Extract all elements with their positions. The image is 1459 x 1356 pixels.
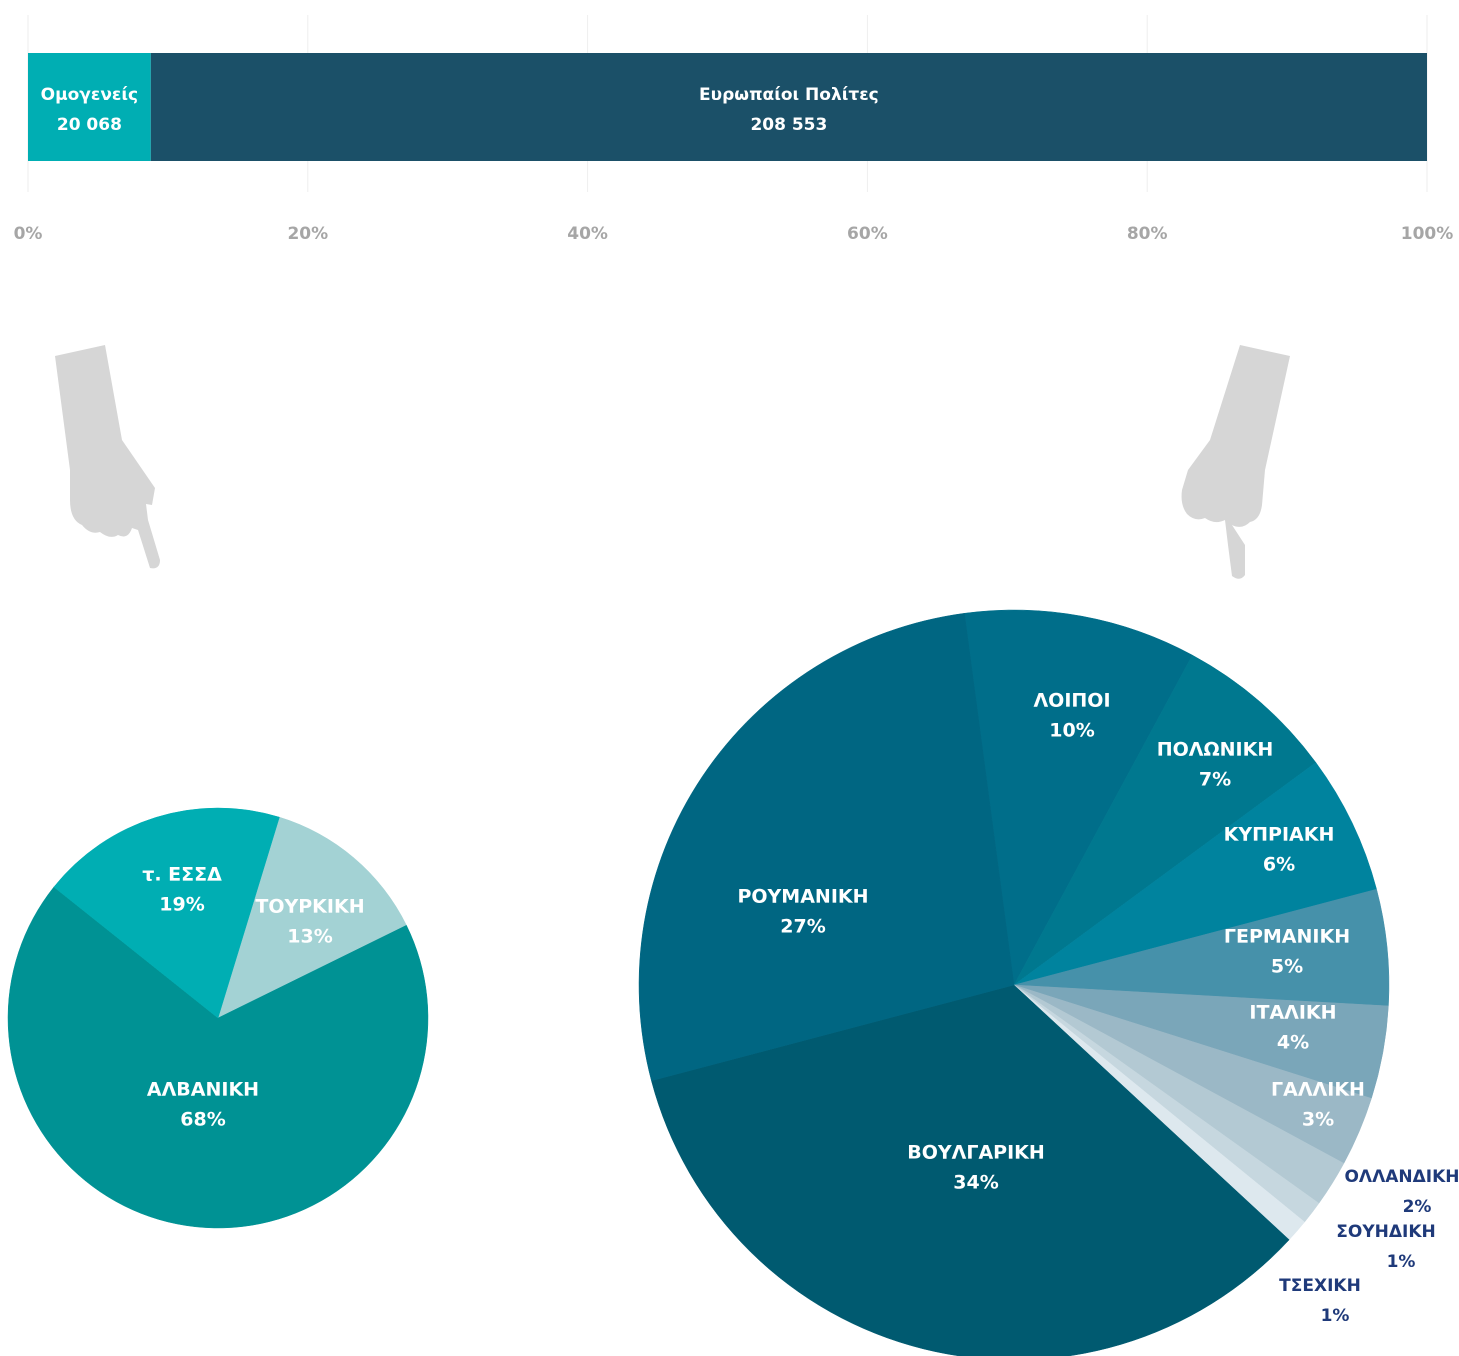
hand-icon: [55, 345, 1290, 579]
slice-label: ΟΛΛΑΝΔΙΚΗ: [1344, 1167, 1459, 1187]
slice-label: ΛΟΙΠΟΙ: [1033, 690, 1110, 712]
slice-label: ΙΤΑΛΙΚΗ: [1249, 1002, 1336, 1024]
x-tick-label: 40%: [567, 224, 608, 244]
slice-label: ΒΟΥΛΓΑΡΙΚΗ: [907, 1142, 1045, 1164]
slice-value: 7%: [1199, 769, 1231, 791]
slice-value: 4%: [1277, 1032, 1309, 1054]
bar-segment: [28, 53, 151, 161]
slice-value: 27%: [780, 916, 825, 938]
pie-slice: [53, 807, 280, 1019]
slice-value: 5%: [1271, 956, 1303, 978]
slice-label: τ. ΕΣΣΔ: [142, 864, 222, 886]
slice-label: ΑΛΒΑΝΙΚΗ: [147, 1079, 259, 1101]
slice-label: ΤΣΕΧΙΚΗ: [1279, 1276, 1361, 1296]
x-tick-label: 80%: [1127, 224, 1168, 244]
slice-value: 1%: [1387, 1252, 1416, 1272]
x-tick-label: 60%: [847, 224, 888, 244]
slice-label: ΓΕΡΜΑΝΙΚΗ: [1224, 926, 1350, 948]
slice-value: 1%: [1321, 1306, 1350, 1326]
slice-value: 3%: [1302, 1109, 1334, 1131]
x-tick-label: 100%: [1401, 224, 1454, 244]
slice-value: 2%: [1403, 1197, 1432, 1217]
slice-label: ΡΟΥΜΑΝΙΚΗ: [737, 886, 868, 908]
slice-label: ΤΟΥΡΚΙΚΗ: [255, 896, 364, 918]
slice-value: 10%: [1049, 720, 1094, 742]
segment-value: 20 068: [57, 115, 122, 135]
pie-slice: [1013, 762, 1377, 986]
slice-value: 13%: [287, 926, 332, 948]
pie-slice: [638, 613, 1015, 1082]
pie-slice: [217, 816, 407, 1019]
pie-slice: [1013, 654, 1317, 986]
slice-label: ΚΥΠΡΙΑΚΗ: [1224, 824, 1335, 846]
slice-label: ΣΟΥΗΔΙΚΗ: [1336, 1222, 1436, 1242]
pie-slice: [651, 984, 1290, 1356]
segment-name: Ευρωπαίοι Πολίτες: [699, 85, 879, 105]
pie-slice: [7, 886, 429, 1229]
slice-value: 6%: [1263, 854, 1295, 876]
slice-label: ΠΟΛΩΝΙΚΗ: [1157, 739, 1274, 761]
pie-slice: [964, 609, 1193, 986]
bar-segment: [150, 53, 1428, 161]
slice-label: ΓΑΛΛΙΚΗ: [1271, 1079, 1365, 1101]
x-tick-label: 0%: [14, 224, 43, 244]
slice-value: 68%: [180, 1109, 225, 1131]
segment-value: 208 553: [750, 115, 827, 135]
slice-value: 34%: [953, 1172, 998, 1194]
x-tick-label: 20%: [287, 224, 328, 244]
slice-value: 19%: [159, 894, 204, 916]
segment-name: Ομογενείς: [41, 85, 138, 105]
